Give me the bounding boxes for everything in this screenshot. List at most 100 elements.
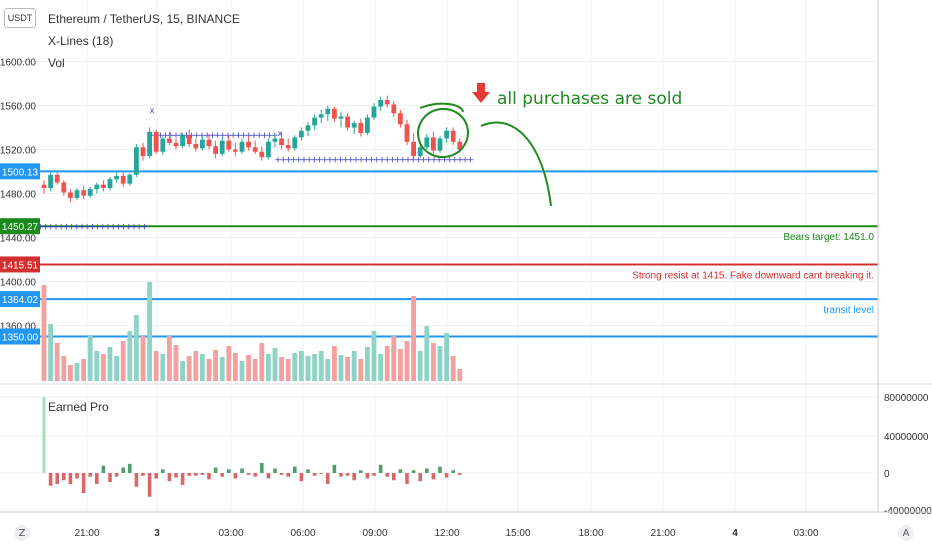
candle-body — [285, 145, 291, 149]
price-label: 1350.00 — [2, 333, 39, 344]
volume-bar — [173, 345, 179, 381]
volume-bar — [213, 350, 218, 381]
earned-pro-bar — [398, 469, 403, 473]
candle-body — [266, 141, 271, 158]
x-line-marker: + — [183, 131, 191, 141]
symbol-title[interactable]: Ethereum / TetherUS, 15, BINANCE — [48, 12, 240, 26]
candle-body — [332, 108, 337, 119]
x-line-marker: + — [135, 223, 143, 233]
earned-pro-bar — [75, 473, 79, 479]
currency-button[interactable]: USDT — [4, 8, 36, 28]
candle-body — [206, 139, 212, 147]
x-tick-label: 18:00 — [578, 528, 603, 539]
x-line-marker: + — [420, 155, 428, 165]
y-tick-label: 1520.00 — [0, 146, 36, 157]
x-line-marker: + — [461, 155, 469, 165]
x-line-marker: + — [300, 155, 308, 165]
volume-bar — [200, 354, 205, 381]
earned-pro-bar — [451, 470, 455, 473]
volume-bar — [398, 349, 403, 381]
earned-pro-bar — [372, 473, 376, 476]
indicator-vol-label[interactable]: Vol — [48, 56, 65, 70]
volume-bar — [292, 353, 298, 381]
volume-bar — [285, 359, 291, 381]
earned-pro-bar — [174, 473, 178, 478]
annotation-text: all purchases are sold — [497, 89, 682, 109]
earned-pro-bar — [438, 466, 442, 473]
volume-bar — [279, 357, 284, 381]
earned-pro-bar — [68, 473, 73, 484]
x-line-marker: + — [167, 131, 175, 141]
x-line-marker: + — [342, 155, 350, 165]
candle-body — [61, 182, 67, 193]
x-line-marker: + — [125, 223, 133, 233]
earned-pro-bar — [200, 473, 205, 475]
zoom-button[interactable]: Z — [14, 525, 30, 541]
x-line-marker: + — [157, 131, 165, 141]
x-line-marker: + — [368, 155, 376, 165]
x-line-marker: + — [224, 131, 232, 141]
candle-body — [299, 130, 304, 138]
x-line-marker: + — [193, 131, 201, 141]
indicator-xlines-label[interactable]: X-Lines (18) — [48, 34, 114, 48]
x-line-marker: + — [109, 223, 117, 233]
x-line-marker: + — [295, 155, 303, 165]
x-line-marker: + — [83, 223, 91, 233]
x-tick-label: 15:00 — [505, 528, 530, 539]
volume-bar — [68, 365, 73, 381]
earned-pro-bar — [392, 473, 396, 481]
candle-body — [279, 138, 284, 146]
x-line-marker: + — [250, 131, 258, 141]
earned-pro-bar — [95, 473, 99, 484]
candle-body — [226, 140, 232, 150]
candle-body — [371, 106, 377, 118]
price-label: 1500.13 — [2, 167, 39, 178]
earned-pro-label[interactable]: Earned Pro — [48, 400, 109, 414]
candle-body — [81, 190, 86, 196]
candle-body — [259, 151, 265, 158]
x-line-marker: + — [352, 155, 360, 165]
volume-bar — [233, 353, 238, 381]
volume-bar — [437, 346, 443, 381]
x-line-marker: + — [162, 131, 170, 141]
x-line-marker: + — [435, 155, 443, 165]
x-line-marker: + — [415, 155, 423, 165]
earned-pro-bar — [266, 473, 271, 479]
candle-body — [87, 189, 93, 196]
volume-bar — [378, 354, 383, 381]
y-tick-label: 1400.00 — [0, 278, 36, 289]
auto-scale-button[interactable]: A — [898, 525, 914, 541]
candle-body — [74, 190, 80, 198]
candle-body — [365, 117, 370, 133]
volume-bar — [54, 343, 60, 381]
candle-body — [107, 179, 113, 188]
x-line-marker: + — [73, 223, 81, 233]
earned-pro-bar — [141, 473, 145, 476]
candle-body — [411, 141, 416, 157]
x-lines-markers: ++++ + +++++++++++++++++++++++++++++++++++… — [0, 106, 474, 233]
candle-body — [48, 174, 53, 188]
price-label-box — [0, 218, 40, 235]
earned-pro-bar — [134, 473, 139, 487]
candle-body — [378, 100, 383, 107]
earned-pro-bar — [154, 473, 158, 479]
volume-bar — [391, 336, 397, 381]
x-line-marker: + — [266, 131, 274, 141]
candle-body — [404, 124, 410, 142]
volume-bar — [107, 347, 113, 381]
x-line-marker: + — [305, 155, 313, 165]
x-line-marker: + — [383, 155, 391, 165]
x-line-marker: + — [89, 223, 97, 233]
x-line-marker: + — [404, 155, 412, 165]
candle-body — [325, 108, 331, 115]
volume-bar — [120, 341, 126, 381]
x-line-marker: + — [172, 131, 180, 141]
earned-pro-bar — [227, 469, 231, 473]
price-label-box — [0, 328, 40, 345]
x-line-marker: + — [326, 155, 334, 165]
x-line-marker: + — [63, 223, 71, 233]
volume-bar — [193, 351, 199, 381]
candle-body — [246, 141, 251, 148]
candle-body — [312, 117, 317, 126]
earned-pro-bar — [114, 473, 119, 477]
